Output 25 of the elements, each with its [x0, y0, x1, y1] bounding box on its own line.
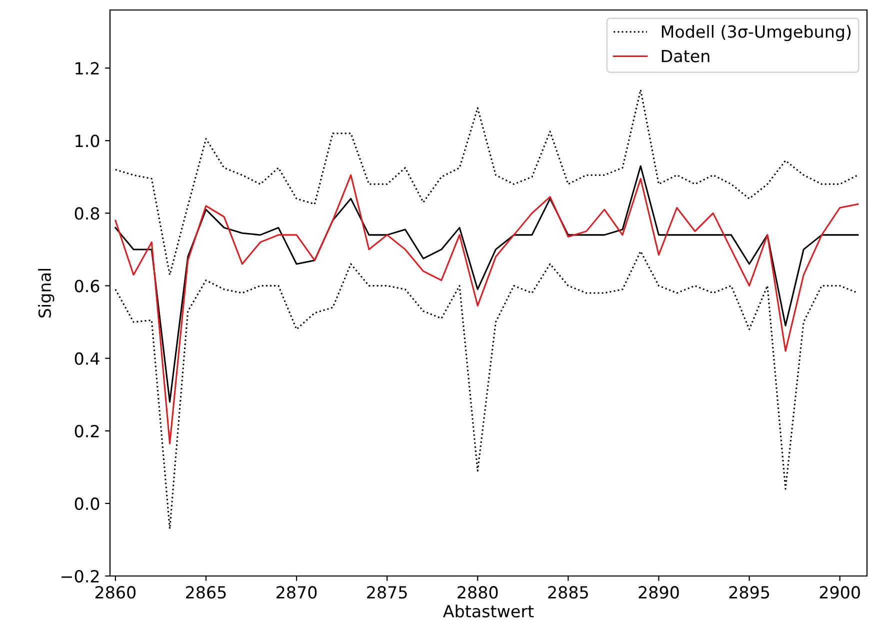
line-series	[114, 174, 859, 444]
y-axis-title: Signal	[38, 268, 54, 318]
legend-label: Modell (3σ-Umgebung)	[662, 25, 851, 42]
y-tick-label: 0.4	[74, 352, 100, 365]
x-tick-label: 2875	[367, 586, 407, 599]
x-tick-label: 2880	[458, 586, 498, 599]
y-tick-label: 0.2	[74, 424, 99, 438]
y-tick-label: 0.6	[74, 280, 100, 292]
line-series	[114, 250, 859, 530]
x-tick-label: 2890	[638, 586, 679, 599]
y-tick-label: 0.0	[74, 497, 100, 510]
line-series	[114, 165, 859, 403]
legend-label: Daten	[662, 50, 710, 62]
line-series	[114, 89, 859, 276]
x-axis-title: Abtastwert	[443, 604, 534, 618]
x-tick-label: 2900	[820, 586, 860, 599]
x-tick-label: 2865	[186, 586, 226, 599]
x-tick-label: 2860	[95, 586, 136, 599]
y-tick-label: 1.0	[76, 134, 100, 148]
x-tick-label: 2870	[276, 586, 317, 599]
x-tick-label: 2895	[729, 586, 770, 599]
x-tick-label: 2885	[548, 586, 588, 599]
y-tick-label: 1.2	[76, 62, 99, 74]
y-tick-label: 0.8	[74, 207, 100, 220]
y-tick-label: −0.2	[62, 570, 99, 583]
